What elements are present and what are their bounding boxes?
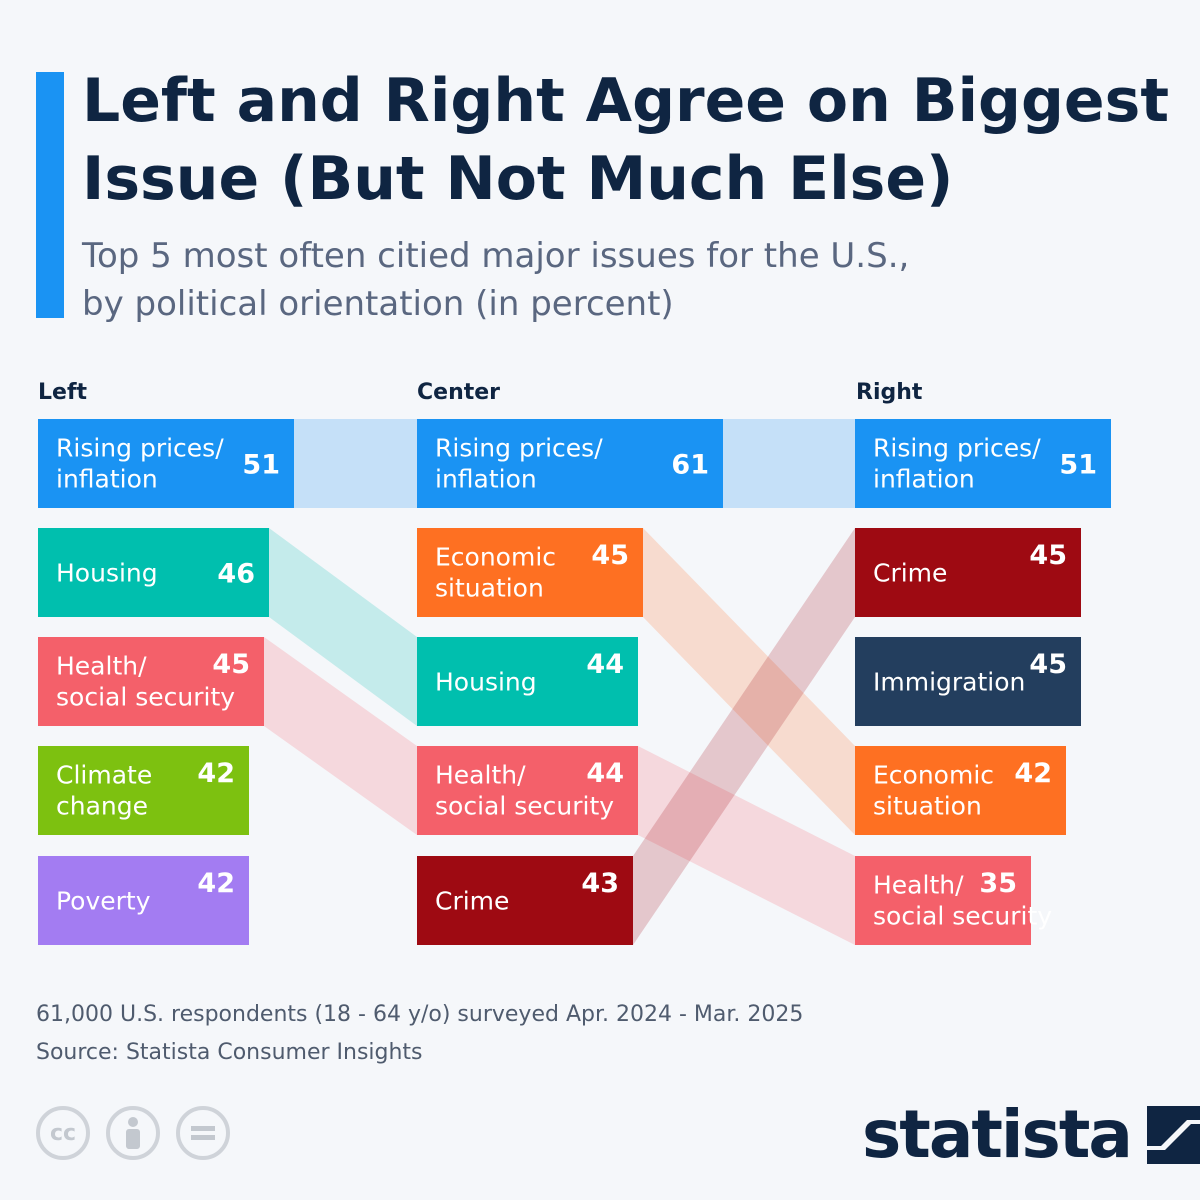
bar-rect-center-economy — [417, 528, 643, 617]
bar-value-right-health: 35 — [979, 868, 1017, 899]
bar-label-right-immigration-0: Immigration — [873, 668, 1025, 697]
bar-value-left-inflation: 51 — [242, 450, 280, 481]
subtitle-line-1: Top 5 most often citied major issues for… — [82, 236, 910, 276]
bar-value-left-housing: 46 — [217, 559, 255, 590]
bar-rect-right-immigration — [855, 637, 1081, 726]
chart-subtitle: Top 5 most often citied major issues for… — [82, 232, 1082, 328]
bar-center-inflation: Rising prices/inflation 61 — [417, 419, 723, 508]
column-heading-center: Center — [417, 380, 501, 405]
no-derivatives-equals-icon — [176, 1106, 230, 1160]
bar-label-left-health-1: social security — [56, 683, 235, 712]
chart-canvas: Rising prices/inflation 51 Housing 46 Health… — [38, 419, 1111, 945]
bar-label-center-inflation-0: Rising prices/ — [435, 434, 603, 463]
bar-rect-center-inflation — [417, 419, 723, 508]
title-accent-bar — [36, 72, 64, 318]
brand-wordmark: statista — [862, 1096, 1133, 1173]
bar-label-left-climate-1: change — [56, 792, 148, 821]
bar-rect-right-inflation — [855, 419, 1111, 508]
bar-label-center-economy-0: Economic — [435, 543, 556, 572]
bar-right-crime: Crime 45 — [855, 528, 1081, 617]
bar-left-poverty: Poverty 42 — [38, 856, 249, 945]
source-note: Source: Statista Consumer Insights — [36, 1040, 423, 1065]
bar-label-left-climate-0: Climate — [56, 761, 152, 790]
bar-label-center-inflation-1: inflation — [435, 465, 537, 494]
bar-label-right-inflation-0: Rising prices/ — [873, 434, 1041, 463]
bar-label-center-health-1: social security — [435, 792, 614, 821]
bar-value-right-immigration: 45 — [1029, 649, 1067, 680]
survey-note: 61,000 U.S. respondents (18 - 64 y/o) su… — [36, 1002, 804, 1027]
bar-rect-center-crime — [417, 856, 633, 945]
bar-label-right-inflation-1: inflation — [873, 465, 975, 494]
connector-housing-left-to-center — [269, 528, 417, 726]
bar-right-inflation: Rising prices/inflation 51 — [855, 419, 1111, 508]
column-heading-right: Right — [856, 380, 923, 405]
connector-inflation-left-to-center — [294, 419, 417, 508]
bar-rect-left-health — [38, 637, 264, 726]
creative-commons-icon: cc — [36, 1106, 90, 1160]
bar-label-center-economy-1: situation — [435, 574, 544, 603]
bar-left-inflation: Rising prices/inflation 51 — [38, 419, 294, 508]
connector-inflation-center-to-right — [723, 419, 855, 508]
bar-value-center-crime: 43 — [581, 868, 619, 899]
chart-title: Left and Right Agree on Biggest Issue (B… — [82, 66, 1170, 214]
license-icons: cc — [36, 1106, 230, 1160]
bar-label-right-crime-0: Crime — [873, 559, 947, 588]
bar-label-right-health-1: social security — [873, 902, 1052, 931]
column-heading-left: Left — [38, 380, 88, 405]
bar-left-housing: Housing 46 — [38, 528, 269, 617]
bar-label-left-inflation-0: Rising prices/ — [56, 434, 224, 463]
bar-rect-left-inflation — [38, 419, 294, 508]
bar-value-center-inflation: 61 — [671, 450, 709, 481]
bar-right-health: Health/social security 35 — [855, 856, 1052, 945]
bar-rect-center-housing — [417, 637, 638, 726]
bar-value-left-climate: 42 — [197, 758, 235, 789]
bar-label-left-housing-0: Housing — [56, 559, 158, 588]
connector-layer — [264, 419, 855, 945]
bar-value-left-poverty: 42 — [197, 868, 235, 899]
bar-label-left-inflation-1: inflation — [56, 465, 158, 494]
bar-rect-left-climate — [38, 746, 249, 835]
bar-label-right-health-0: Health/ — [873, 871, 964, 900]
bar-label-center-crime-0: Crime — [435, 887, 509, 916]
bar-rect-right-crime — [855, 528, 1081, 617]
bar-center-housing: Housing 44 — [417, 637, 638, 726]
connector-health-center-to-right — [638, 746, 855, 945]
bar-rect-right-health — [855, 856, 1031, 945]
statista-logo: statista — [862, 1096, 1200, 1173]
attribution-person-icon — [106, 1106, 160, 1160]
bar-rect-left-poverty — [38, 856, 249, 945]
bar-label-right-economy-1: situation — [873, 792, 982, 821]
bar-value-center-health: 44 — [586, 758, 624, 789]
bar-value-right-inflation: 51 — [1059, 450, 1097, 481]
bar-center-health: Health/social security 44 — [417, 746, 638, 835]
connector-crime-center-to-right — [633, 528, 855, 945]
statista-mark-icon — [1146, 1105, 1200, 1164]
subtitle-line-2: by political orientation (in percent) — [82, 284, 674, 324]
bar-rect-center-health — [417, 746, 638, 835]
bar-label-left-health-0: Health/ — [56, 652, 147, 681]
bar-rect-right-economy — [855, 746, 1066, 835]
connector-economy-center-to-right — [643, 528, 855, 835]
bar-label-left-poverty-0: Poverty — [56, 887, 151, 916]
bar-left-health: Health/social security 45 — [38, 637, 264, 726]
bar-value-center-housing: 44 — [586, 649, 624, 680]
bar-label-right-economy-0: Economic — [873, 761, 994, 790]
bar-label-center-housing-0: Housing — [435, 668, 537, 697]
bar-value-left-health: 45 — [212, 649, 250, 680]
bar-rect-left-housing — [38, 528, 269, 617]
connector-health-left-to-center — [264, 637, 417, 835]
bar-label-center-health-0: Health/ — [435, 761, 526, 790]
bar-value-center-economy: 45 — [591, 540, 629, 571]
bar-center-crime: Crime 43 — [417, 856, 633, 945]
bar-value-right-economy: 42 — [1014, 758, 1052, 789]
bar-value-right-crime: 45 — [1029, 540, 1067, 571]
